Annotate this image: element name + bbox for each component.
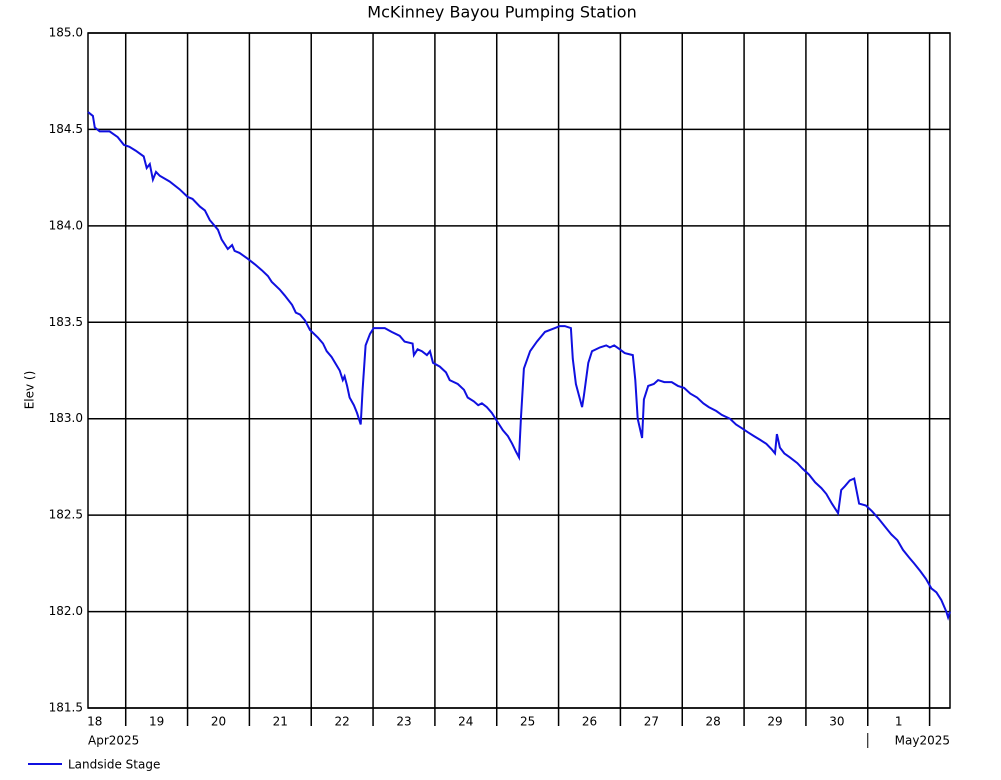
y-tick-label: 182.5 [49, 508, 83, 522]
x-tick-label: 19 [149, 715, 164, 729]
x-tick-label: 22 [335, 715, 350, 729]
x-tick-label: 28 [706, 715, 721, 729]
y-tick-label: 183.0 [49, 411, 83, 425]
x-tick-label: 18 [87, 715, 102, 729]
y-tick-label: 184.5 [49, 122, 83, 136]
x-tick-label: 20 [211, 715, 226, 729]
x-tick-label: 30 [829, 715, 844, 729]
y-tick-label: 181.5 [49, 701, 83, 715]
x-tick-label: 1 [895, 715, 903, 729]
y-tick-label: 184.0 [49, 218, 83, 232]
y-tick-label: 182.0 [49, 604, 83, 618]
x-tick-label: 21 [273, 715, 288, 729]
x-tick-label: 26 [582, 715, 597, 729]
x-tick-label: 27 [644, 715, 659, 729]
y-axis-label: Elev () [23, 371, 37, 410]
month-label: Apr2025 [88, 734, 139, 748]
x-tick-label: 24 [458, 715, 473, 729]
x-tick-label: 29 [767, 715, 782, 729]
legend-label: Landside Stage [68, 758, 160, 772]
plot-frame [87, 32, 951, 709]
chart-title: McKinney Bayou Pumping Station [367, 3, 636, 22]
month-label: May2025 [895, 734, 950, 748]
x-tick-label: 23 [396, 715, 411, 729]
x-tick-label: 25 [520, 715, 535, 729]
y-tick-label: 185.0 [49, 26, 83, 40]
y-tick-label: 183.5 [49, 315, 83, 329]
data-line [87, 111, 951, 621]
